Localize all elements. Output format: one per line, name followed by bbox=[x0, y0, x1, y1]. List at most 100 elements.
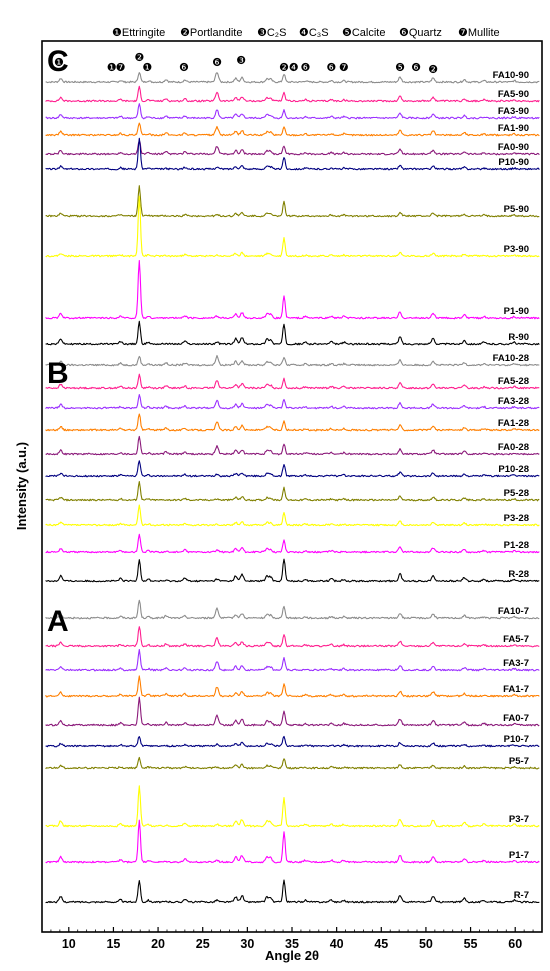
peak-marker: ❶ bbox=[107, 62, 117, 74]
series-trace-P3-90 bbox=[45, 195, 540, 258]
x-tick-label: 20 bbox=[151, 937, 165, 951]
series-trace-FA1-7 bbox=[45, 675, 540, 698]
series-trace-FA5-7 bbox=[45, 626, 540, 648]
legend-entry-mullite: ❼Mullite bbox=[458, 27, 500, 39]
series-trace-P5-90 bbox=[45, 185, 540, 218]
series-trace-FA5-28 bbox=[45, 373, 540, 390]
series-trace-FA5-90 bbox=[45, 85, 540, 103]
peak-marker: ❷ bbox=[428, 64, 438, 76]
series-trace-P5-7 bbox=[45, 756, 540, 770]
peak-marker: ❺ bbox=[395, 62, 405, 74]
series-trace-FA0-90 bbox=[45, 139, 540, 156]
series-label-P5-7: P5-7 bbox=[509, 756, 529, 767]
series-label-FA3-7: FA3-7 bbox=[503, 658, 529, 669]
series-label-R-90: R-90 bbox=[508, 332, 529, 343]
legend-entry-portlandite: ❷Portlandite bbox=[180, 27, 242, 39]
peak-marker: ❷ bbox=[134, 52, 144, 64]
series-label-R-7: R-7 bbox=[514, 890, 529, 901]
series-label-P5-28: P5-28 bbox=[504, 488, 529, 499]
legend-entry-quartz: ❻Quartz bbox=[399, 27, 442, 39]
panel-letter-B: B bbox=[47, 357, 69, 390]
peak-marker: ❻ bbox=[326, 62, 336, 74]
x-tick-label: 55 bbox=[464, 937, 478, 951]
series-trace-FA10-28 bbox=[45, 354, 540, 367]
series-label-FA1-7: FA1-7 bbox=[503, 684, 529, 695]
series-label-P1-90: P1-90 bbox=[504, 306, 529, 317]
series-label-P1-28: P1-28 bbox=[504, 540, 529, 551]
series-trace-P1-90 bbox=[45, 259, 540, 320]
x-tick-label: 45 bbox=[374, 937, 388, 951]
panel-letter-C: C bbox=[47, 45, 69, 78]
series-trace-P3-7 bbox=[45, 785, 540, 828]
x-axis-title: Angle 2θ bbox=[265, 948, 319, 963]
peak-marker: ❻ bbox=[212, 57, 222, 69]
series-label-FA10-28: FA10-28 bbox=[493, 353, 529, 364]
series-trace-FA1-28 bbox=[45, 413, 540, 432]
legend-entry-ettringite: ❶Ettringite bbox=[112, 27, 165, 39]
series-trace-FA0-7 bbox=[45, 696, 540, 727]
y-axis-title: Intensity (a.u.) bbox=[14, 442, 29, 530]
series-trace-R-28 bbox=[45, 558, 540, 583]
series-label-R-28: R-28 bbox=[508, 569, 529, 580]
phase-legend: ❶Ettringite ❷Portlandite ❸C₂S ❹C₃S ❺Calcite ❻… bbox=[112, 27, 500, 39]
series-layer: FA10-90 FA5-90 FA3-90 FA1-90 FA0-90 P10-90 P5-… bbox=[45, 70, 540, 904]
peak-marker: ❻ bbox=[411, 62, 421, 74]
peak-marker: ❶ bbox=[142, 62, 152, 74]
peak-marker: ❸ bbox=[236, 55, 246, 67]
series-trace-P5-28 bbox=[45, 481, 540, 502]
x-tick-label: 30 bbox=[240, 937, 254, 951]
series-label-P3-7: P3-7 bbox=[509, 814, 529, 825]
series-trace-FA3-7 bbox=[45, 648, 540, 672]
series-label-FA5-28: FA5-28 bbox=[498, 376, 529, 387]
series-trace-P1-28 bbox=[45, 533, 540, 554]
series-label-P3-90: P3-90 bbox=[504, 244, 529, 255]
panel-letter-A: A bbox=[47, 605, 69, 638]
series-trace-P10-90 bbox=[45, 137, 540, 171]
series-label-FA1-28: FA1-28 bbox=[498, 418, 529, 429]
peak-marker: ❶ bbox=[54, 57, 64, 69]
series-trace-R-90 bbox=[45, 320, 540, 346]
series-label-P1-7: P1-7 bbox=[509, 850, 529, 861]
series-trace-FA10-90 bbox=[45, 72, 540, 84]
series-trace-P10-28 bbox=[45, 460, 540, 478]
series-trace-FA3-90 bbox=[45, 103, 540, 120]
series-trace-FA3-28 bbox=[45, 394, 540, 410]
legend-entry-c₃s: ❹C₃S bbox=[299, 27, 329, 39]
legend-entry-calcite: ❺Calcite bbox=[342, 27, 385, 39]
series-label-P10-28: P10-28 bbox=[498, 464, 529, 475]
series-label-P3-28: P3-28 bbox=[504, 513, 529, 524]
series-label-FA5-90: FA5-90 bbox=[498, 89, 529, 100]
series-label-FA10-90: FA10-90 bbox=[493, 70, 529, 81]
series-label-FA0-7: FA0-7 bbox=[503, 713, 529, 724]
peak-marker: ❼ bbox=[116, 62, 126, 74]
series-label-FA5-7: FA5-7 bbox=[503, 634, 529, 645]
series-label-P10-7: P10-7 bbox=[504, 734, 529, 745]
series-label-FA0-28: FA0-28 bbox=[498, 442, 529, 453]
peak-marker: ❷ bbox=[279, 62, 289, 74]
series-trace-P10-7 bbox=[45, 735, 540, 748]
x-axis: 10 15 20 25 30 35 40 45 50 55 60 bbox=[50, 927, 534, 951]
series-trace-P3-28 bbox=[45, 504, 540, 527]
legend-entry-c₂s: ❸C₂S bbox=[257, 27, 286, 39]
x-tick-label: 10 bbox=[62, 937, 76, 951]
x-tick-label: 25 bbox=[196, 937, 210, 951]
peak-marker: ❻ bbox=[300, 62, 310, 74]
series-trace-FA1-90 bbox=[45, 122, 540, 137]
panel-letters: C B A bbox=[47, 45, 69, 638]
series-trace-P1-7 bbox=[45, 819, 540, 864]
series-trace-R-7 bbox=[45, 879, 540, 904]
x-tick-label: 15 bbox=[106, 937, 120, 951]
series-trace-FA10-7 bbox=[45, 599, 540, 620]
peak-markers: ❶ ❶ ❼❷❶ ❻ ❻ ❸❷ ❹ ❻ ❻ ❼ ❺ ❻ ❷ bbox=[54, 52, 438, 76]
peak-marker: ❹ bbox=[289, 62, 299, 74]
peak-marker: ❻ bbox=[179, 62, 189, 74]
series-label-FA1-90: FA1-90 bbox=[498, 123, 529, 134]
series-label-P5-90: P5-90 bbox=[504, 204, 529, 215]
series-trace-FA0-28 bbox=[45, 435, 540, 456]
x-tick-label: 60 bbox=[508, 937, 522, 951]
series-label-FA3-90: FA3-90 bbox=[498, 106, 529, 117]
x-tick-label: 40 bbox=[330, 937, 344, 951]
series-label-FA10-7: FA10-7 bbox=[498, 606, 529, 617]
